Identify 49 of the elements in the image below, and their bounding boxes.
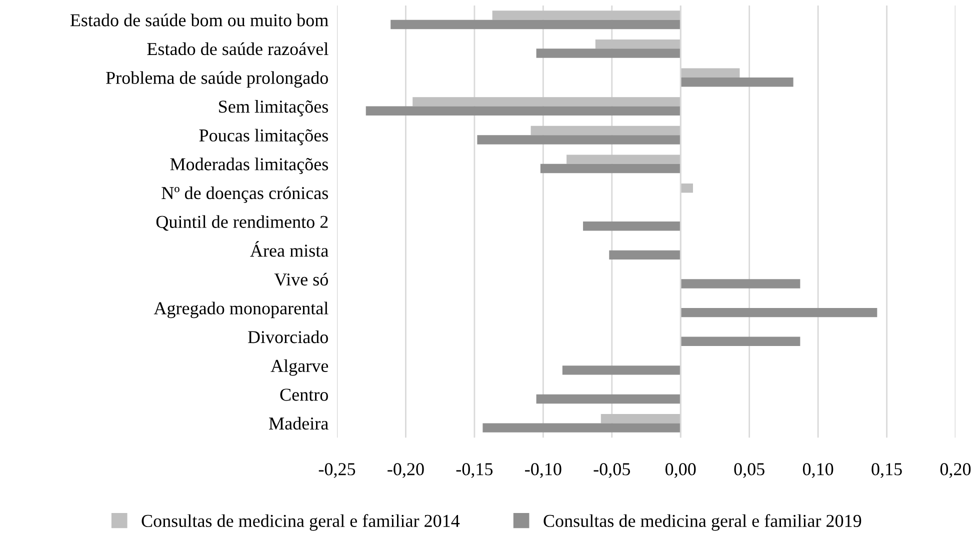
y-tick-label: Agregado monoparental	[154, 302, 328, 318]
y-tick-label: Divorciado	[248, 330, 328, 344]
bar	[595, 39, 681, 49]
x-tick-label: -0,15	[456, 463, 493, 478]
x-tick-label: 0,20	[940, 463, 971, 478]
y-tick-label: Moderadas limitações	[170, 158, 328, 174]
bar	[536, 394, 681, 404]
x-tick-label: 0,00	[666, 463, 696, 478]
bar	[566, 154, 681, 164]
bar	[680, 336, 800, 346]
x-tick-label: -0,10	[525, 463, 562, 478]
x-tick-label: -0,05	[594, 463, 630, 478]
bar	[492, 10, 681, 20]
y-tick-label: Estado de saúde razoável	[147, 42, 328, 56]
bar	[482, 423, 681, 432]
bar	[540, 164, 681, 174]
bar	[680, 68, 740, 78]
y-tick-label: Quintil de rendimento 2	[156, 215, 328, 231]
y-tick-label: Área mista	[250, 241, 328, 257]
bar	[412, 97, 681, 106]
y-tick-label: Madeira	[269, 416, 328, 430]
y-tick-label: Centro	[280, 388, 328, 401]
x-tick-label: 0,15	[872, 463, 902, 478]
y-tick-label: Problema de saúde prolongado	[106, 71, 328, 88]
y-tick-label: Sem limitações	[219, 100, 328, 116]
bar	[366, 106, 681, 116]
bar	[562, 366, 681, 375]
y-tick-label: Poucas limitações	[199, 128, 328, 146]
bar	[536, 48, 681, 58]
x-tick-label: -0,20	[388, 463, 424, 478]
y-tick-label: Estado de saúde bom ou muito bom	[70, 14, 328, 26]
bar	[609, 250, 681, 260]
x-tick-label: 0,05	[734, 463, 764, 478]
x-tick-label: 0,10	[802, 463, 834, 478]
y-tick-label: Vive só	[274, 272, 328, 286]
bar	[583, 222, 681, 231]
bar	[390, 20, 681, 30]
bar	[680, 77, 794, 87]
y-tick-label: Nº de doenças crónicas	[162, 186, 328, 203]
bar	[530, 126, 681, 136]
legend-label: Consultas de medicina geral e familiar 2019	[544, 514, 862, 531]
x-tick-label: -0,25	[318, 463, 356, 478]
bar	[680, 308, 878, 318]
bar	[680, 184, 693, 193]
y-tick-label: Algarve	[270, 359, 328, 376]
bar	[680, 279, 800, 288]
bar	[477, 135, 681, 144]
legend-label: Consultas de medicina geral e familiar 2014	[142, 514, 460, 531]
bar	[600, 414, 681, 424]
